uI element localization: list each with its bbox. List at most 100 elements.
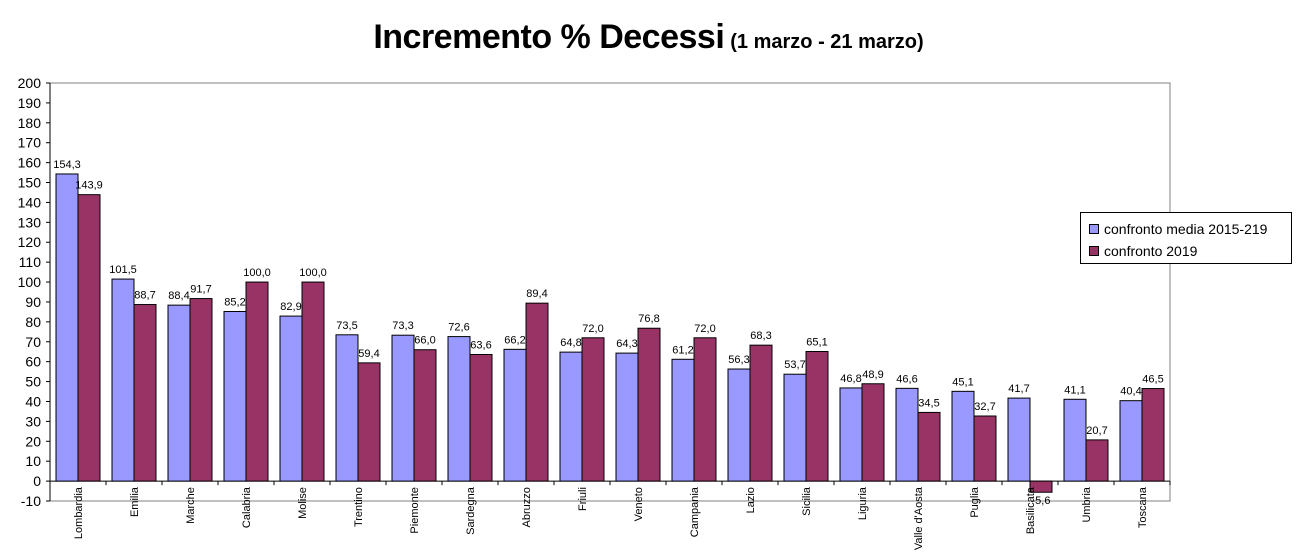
y-tick-label: 50	[25, 374, 41, 390]
bar-series1	[559, 351, 583, 482]
y-tick-label: 100	[18, 274, 42, 290]
bar-series2	[525, 302, 549, 482]
data-label-series1: 46,6	[896, 373, 917, 385]
y-tick-label: 40	[25, 393, 41, 409]
chart-subtitle: (1 marzo - 21 marzo)	[730, 31, 924, 53]
data-label-series1: 154,3	[53, 159, 81, 171]
x-category-label: Sicilia	[801, 486, 813, 516]
bar-series1	[55, 173, 79, 482]
x-category-label: Piemonte	[409, 487, 421, 533]
data-label-series2: 100,0	[299, 267, 327, 279]
y-tick-label: 110	[19, 254, 42, 270]
data-label-series1: 72,6	[448, 322, 469, 334]
data-label-series1: 41,1	[1064, 384, 1085, 396]
data-label-series1: 61,2	[672, 344, 693, 356]
data-label-series2: -5,6	[1032, 495, 1051, 507]
bar-series1	[167, 304, 191, 482]
bar-series1	[1063, 398, 1087, 482]
data-label-series2: 68,3	[750, 330, 771, 342]
chart-title: Incremento % Decessi (1 marzo - 21 marzo)	[0, 18, 1297, 57]
bar-series1	[279, 315, 303, 482]
y-tick-label: 120	[18, 234, 42, 250]
y-tick-label: 170	[18, 135, 42, 151]
data-label-series1: 64,3	[616, 338, 637, 350]
x-category-label: Trentino	[353, 487, 365, 527]
data-label-series2: 91,7	[190, 284, 211, 296]
data-label-series2: 59,4	[358, 348, 379, 360]
data-label-series1: 73,3	[392, 320, 413, 332]
x-category-label: Emilia	[129, 486, 141, 517]
bar-series2	[749, 344, 773, 482]
x-category-label: Valle d'Aosta	[913, 486, 925, 550]
bar-series2	[805, 351, 829, 482]
x-category-label: Veneto	[633, 487, 645, 521]
legend-swatch-series2	[1089, 246, 1099, 256]
x-category-label: Toscana	[1137, 486, 1149, 528]
y-tick-label: -10	[21, 493, 41, 509]
bar-series2	[1085, 439, 1109, 482]
legend-swatch-series1	[1089, 224, 1099, 234]
x-category-label: Friuli	[577, 487, 589, 511]
bar-series2	[133, 304, 157, 482]
bar-series1	[951, 390, 975, 482]
data-label-series2: 100,0	[243, 267, 271, 279]
bar-series2	[1029, 480, 1053, 493]
y-tick-label: 10	[25, 453, 41, 469]
y-tick-label: 30	[25, 413, 41, 429]
data-label-series2: 46,5	[1142, 374, 1163, 386]
x-category-label: Sardegna	[465, 486, 477, 535]
bar-series2	[301, 281, 325, 482]
data-label-series1: 53,7	[784, 359, 805, 371]
y-tick-label: 90	[25, 294, 41, 310]
x-category-label: Marche	[185, 487, 197, 524]
x-category-label: Lazio	[745, 487, 757, 513]
data-label-series2: 65,1	[806, 337, 827, 349]
bar-series1	[1119, 400, 1143, 482]
x-category-label: Umbria	[1081, 486, 1093, 522]
plot-area	[49, 82, 1171, 502]
data-label-series2: 34,5	[918, 397, 939, 409]
bar-series1	[839, 387, 863, 482]
y-tick-label: 180	[18, 115, 42, 131]
bar-series2	[357, 362, 381, 482]
legend-item-series2: confronto 2019	[1089, 242, 1197, 260]
x-category-label: Puglia	[969, 486, 981, 517]
x-category-label: Abruzzo	[521, 487, 533, 527]
y-tick-label: 150	[18, 175, 42, 191]
data-label-series1: 56,3	[728, 354, 749, 366]
bar-series1	[615, 352, 639, 482]
data-label-series1: 85,2	[224, 297, 245, 309]
bar-series1	[335, 334, 359, 482]
data-label-series1: 82,9	[280, 301, 301, 313]
data-label-series2: 48,9	[862, 369, 883, 381]
bar-series2	[469, 354, 493, 482]
bar-series2	[189, 298, 213, 482]
bar-series2	[581, 337, 605, 482]
legend-label-series2: confronto 2019	[1104, 243, 1198, 259]
data-label-series1: 41,7	[1008, 383, 1029, 395]
bar-series2	[917, 411, 941, 482]
data-label-series2: 89,4	[526, 288, 547, 300]
legend-label-series1: confronto media 2015-219	[1104, 221, 1268, 237]
data-label-series1: 88,4	[168, 290, 189, 302]
bar-series2	[245, 281, 269, 482]
bar-series1	[671, 358, 695, 482]
bar-series2	[973, 415, 997, 482]
data-label-series1: 66,2	[504, 334, 525, 346]
y-tick-label: 200	[18, 75, 42, 91]
bar-series2	[1141, 388, 1165, 482]
y-tick-label: 60	[25, 354, 41, 370]
x-category-label: Basilicata	[1025, 486, 1037, 534]
y-tick-label: 160	[18, 155, 42, 171]
y-tick-label: 190	[18, 95, 42, 111]
bar-series1	[783, 373, 807, 482]
data-label-series1: 73,5	[336, 320, 357, 332]
y-tick-label: 0	[33, 473, 41, 489]
bar-series1	[727, 368, 751, 482]
data-label-series2: 20,7	[1086, 425, 1107, 437]
data-label-series2: 72,0	[694, 323, 715, 335]
legend: confronto media 2015-219 confronto 2019	[1080, 212, 1292, 264]
bar-series1	[503, 348, 527, 482]
x-category-label: Molise	[297, 487, 309, 519]
bar-series2	[413, 349, 437, 482]
